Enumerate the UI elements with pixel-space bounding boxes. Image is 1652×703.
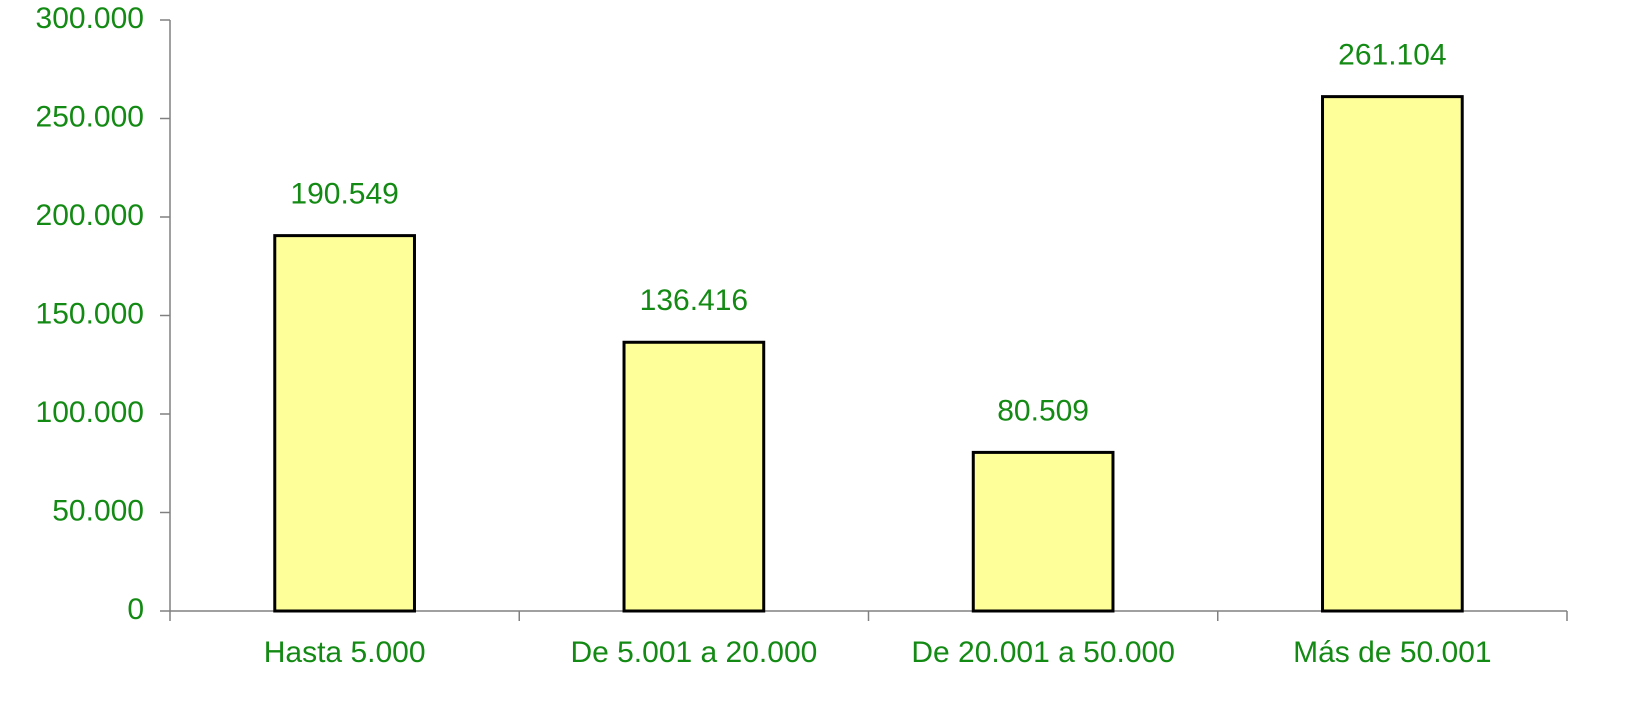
y-tick-label: 300.000 [36, 2, 144, 35]
value-label: 80.509 [997, 394, 1089, 427]
y-tick-label: 150.000 [36, 297, 144, 330]
y-tick-label: 250.000 [36, 100, 144, 133]
value-label: 261.104 [1338, 39, 1446, 72]
bar [273, 234, 416, 613]
y-tick-label: 0 [127, 593, 144, 626]
x-tick-label: Hasta 5.000 [264, 636, 426, 669]
bar [971, 450, 1115, 613]
x-tick-label: De 5.001 a 20.000 [570, 636, 817, 669]
y-tick-label: 50.000 [52, 494, 144, 527]
x-tick-label: Más de 50.001 [1293, 636, 1491, 669]
x-tick-label: De 20.001 a 50.000 [911, 636, 1175, 669]
value-label: 190.549 [290, 178, 398, 211]
bar [622, 340, 766, 613]
bar [1321, 95, 1464, 613]
y-tick-label: 200.000 [36, 199, 144, 232]
y-tick-label: 100.000 [36, 396, 144, 429]
value-label: 136.416 [640, 284, 748, 317]
